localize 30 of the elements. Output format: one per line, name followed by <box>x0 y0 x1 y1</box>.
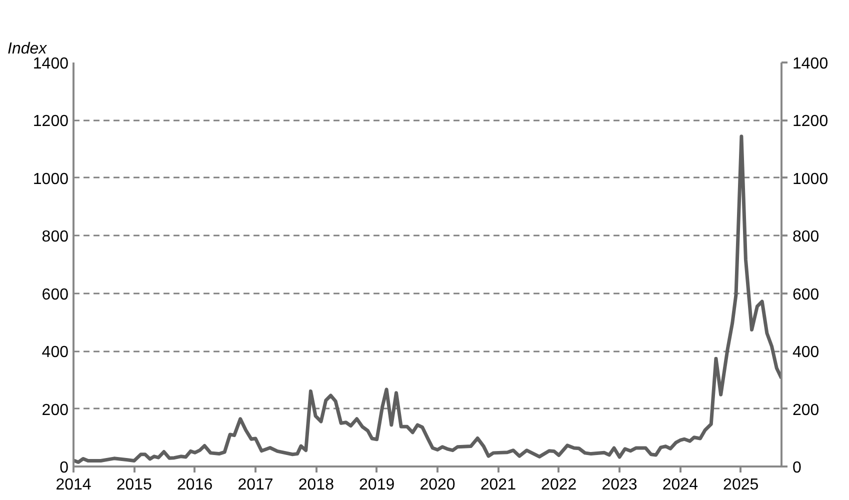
y2-tick-label: 1000 <box>792 170 828 188</box>
y2-tick-label: 600 <box>792 286 820 304</box>
y-tick-label: 200 <box>42 402 69 419</box>
y-tick-label: 400 <box>42 344 69 362</box>
x-tick-label: 2024 <box>662 476 698 494</box>
x-tick-label: 2017 <box>238 476 274 494</box>
y2-tick-label: 1400 <box>792 56 828 72</box>
x-tick-label: 2014 <box>56 476 92 494</box>
y2-tick-label: 0 <box>792 460 802 476</box>
y2-tick-label: 200 <box>792 402 820 419</box>
x-tick-label: 2018 <box>298 476 334 494</box>
x-tick-label: 2020 <box>420 476 456 494</box>
y2-tick-label: 1200 <box>792 113 828 130</box>
x-tick-label: 2019 <box>359 476 395 494</box>
x-tick-label: 2021 <box>480 476 516 494</box>
y-tick-label: 1200 <box>32 113 69 130</box>
x-tick-label: 2022 <box>541 476 577 494</box>
y-axis-title: Index <box>8 40 48 58</box>
x-tick-label: 2025 <box>723 476 759 494</box>
x-tick-label: 2015 <box>116 476 152 494</box>
y2-tick-label: 800 <box>792 228 820 246</box>
y-tick-label: 1400 <box>32 56 69 72</box>
y-tick-label: 1000 <box>32 170 69 188</box>
x-tick-label: 2023 <box>602 476 638 494</box>
y-tick-label: 600 <box>42 286 69 304</box>
y-tick-label: 0 <box>60 460 69 476</box>
y-tick-label: 800 <box>42 228 69 246</box>
y2-tick-label: 400 <box>792 344 820 362</box>
line-series <box>74 134 782 464</box>
x-tick-label: 2016 <box>177 476 213 494</box>
